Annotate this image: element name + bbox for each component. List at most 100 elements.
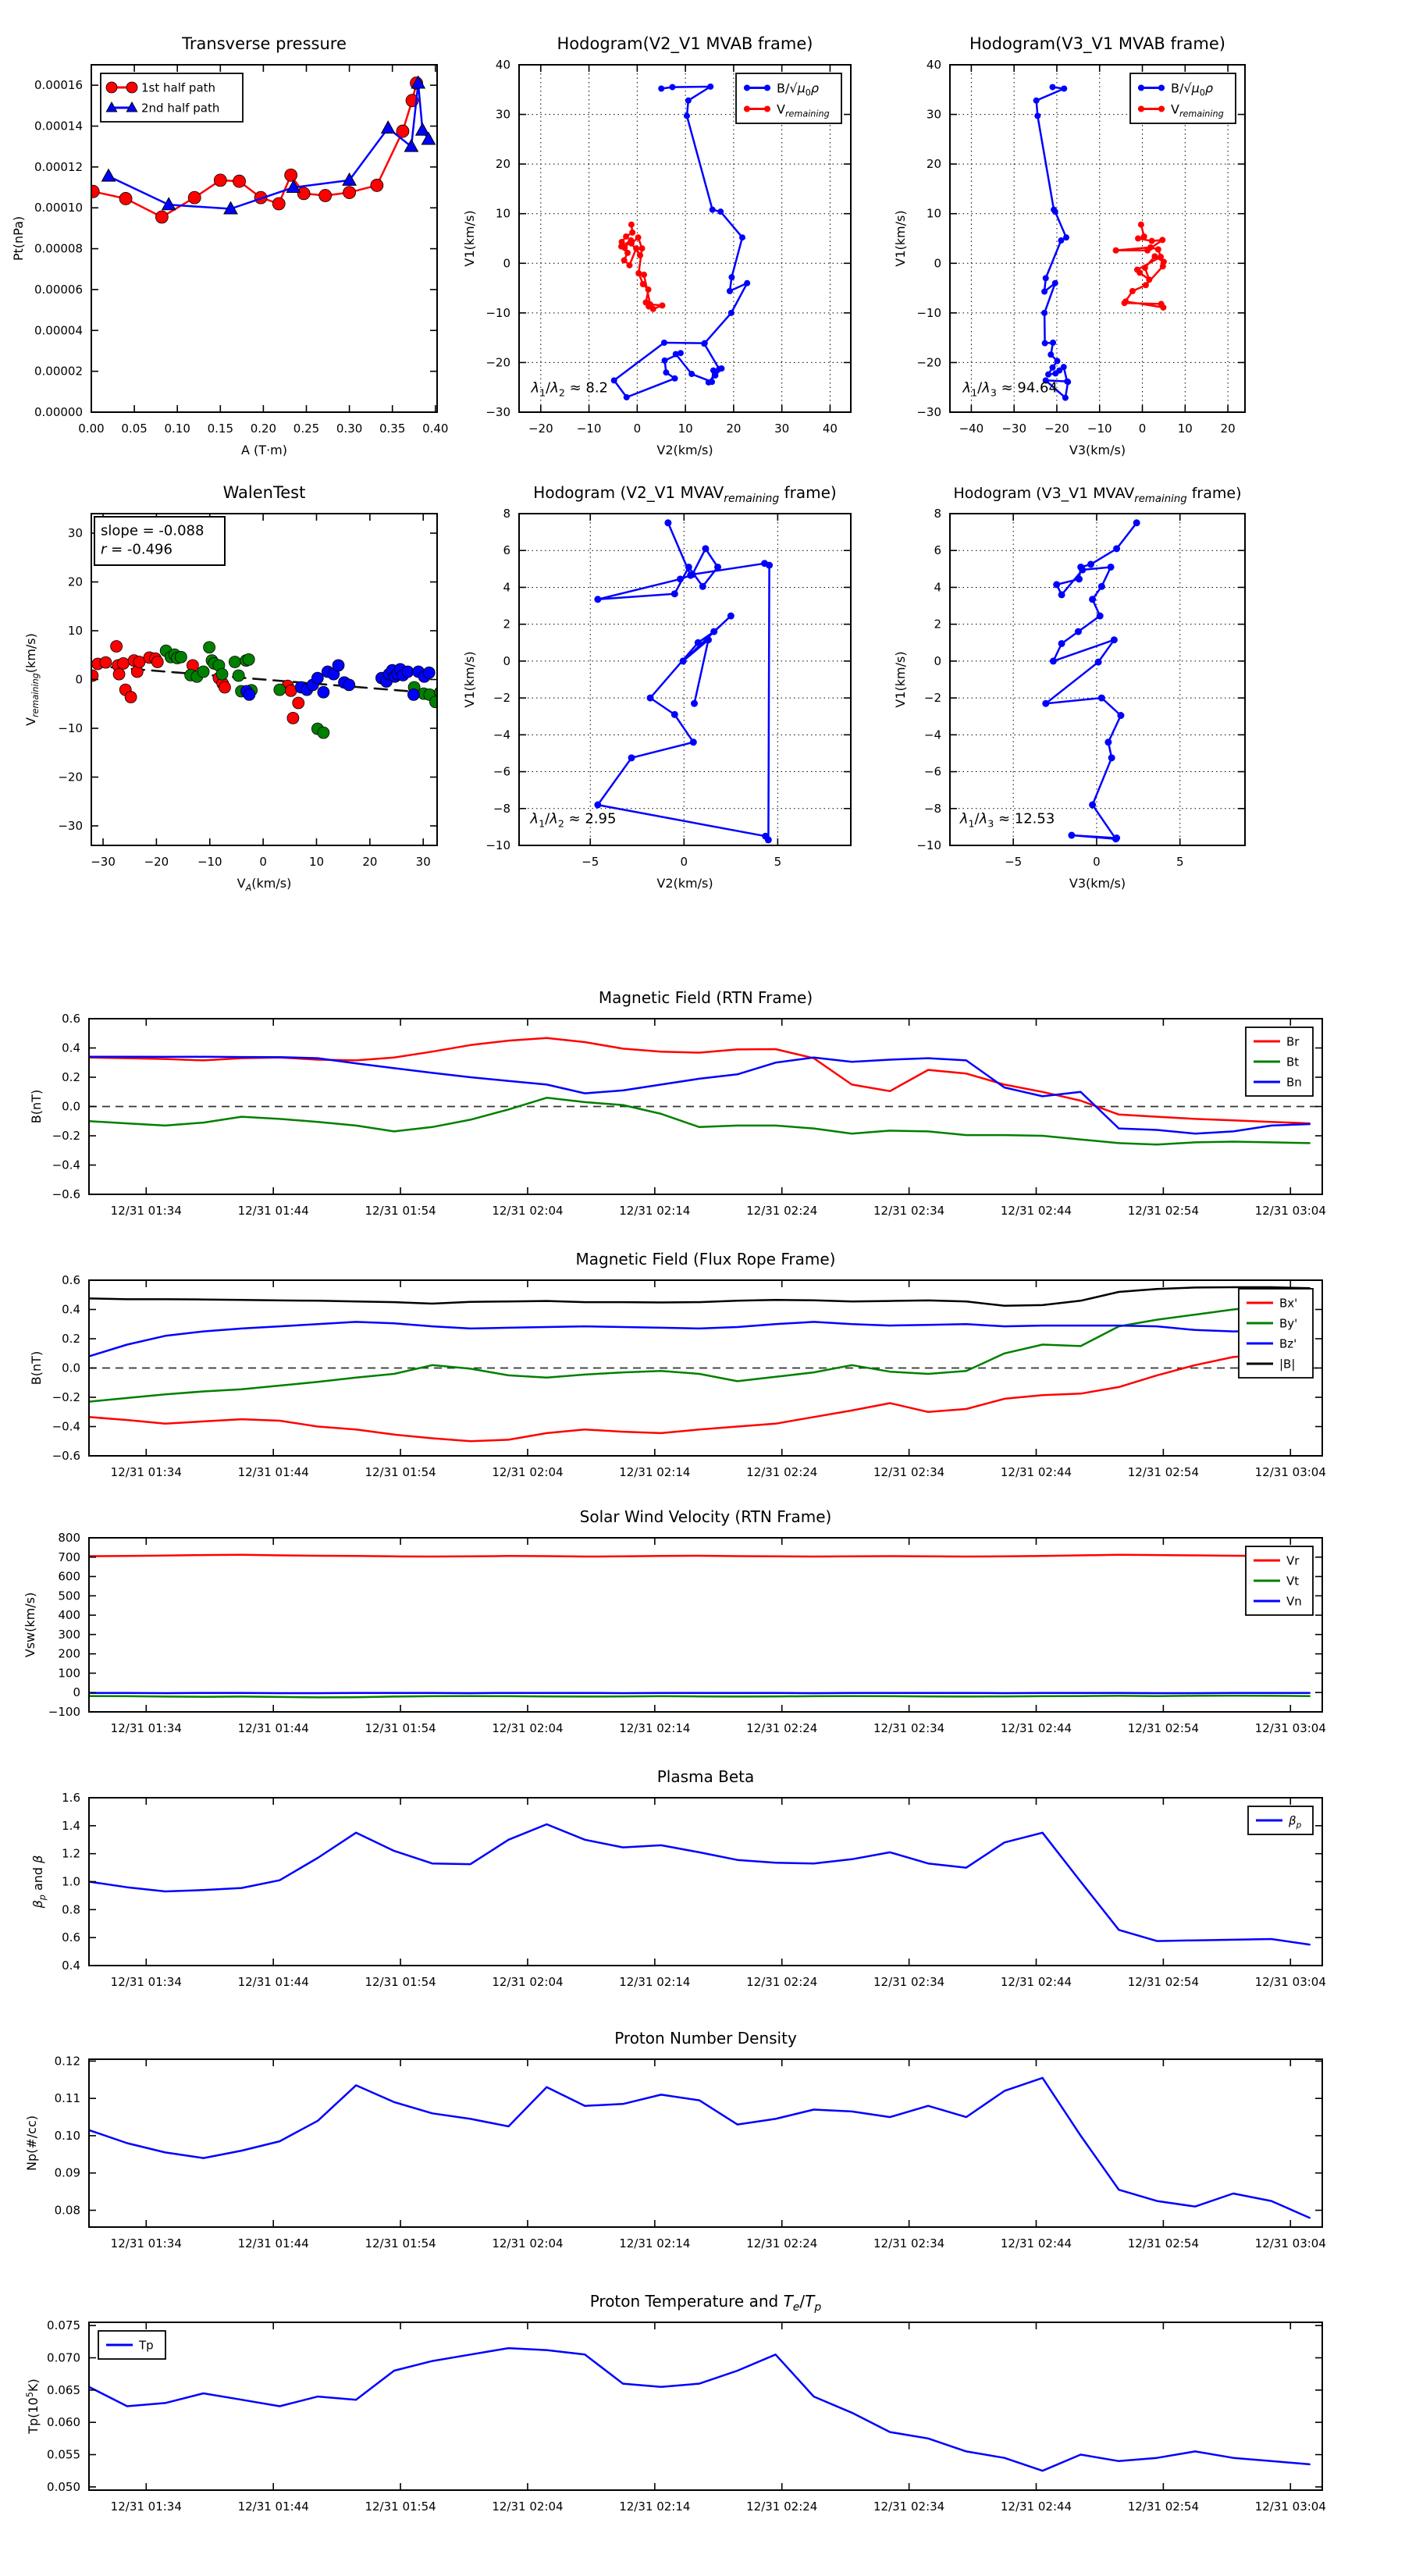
svg-text:12/31 01:44: 12/31 01:44 bbox=[238, 1465, 309, 1479]
svg-text:−40: −40 bbox=[959, 422, 984, 436]
series-Bt bbox=[89, 1097, 1311, 1146]
panel-solar-wind-velocity: 12/31 01:34 12/31 01:44 12/31 01:54 12/31 0… bbox=[0, 1487, 1405, 1745]
svg-text:12/31 02:24: 12/31 02:24 bbox=[746, 2236, 817, 2250]
ticks bbox=[89, 2059, 1322, 2227]
svg-text:0.10: 0.10 bbox=[55, 2129, 80, 2143]
svg-text:12/31 02:54: 12/31 02:54 bbox=[1128, 2236, 1199, 2250]
y-tick-labels: −100 0 100 200 300 400 500 600 700 800 bbox=[48, 1531, 80, 1719]
svg-text:0: 0 bbox=[73, 1685, 80, 1699]
svg-text:12/31 03:04: 12/31 03:04 bbox=[1255, 2500, 1326, 2514]
svg-text:−10: −10 bbox=[58, 721, 83, 735]
svg-text:0.12: 0.12 bbox=[55, 2054, 80, 2068]
legend-label: Bz' bbox=[1279, 1336, 1297, 1350]
svg-text:12/31 02:04: 12/31 02:04 bbox=[492, 1975, 563, 1989]
y-axis-label: B(nT) bbox=[29, 1351, 44, 1385]
legend-label: Bt bbox=[1286, 1055, 1299, 1069]
svg-text:0: 0 bbox=[634, 422, 642, 436]
svg-text:0.25: 0.25 bbox=[293, 422, 319, 436]
svg-text:0.00002: 0.00002 bbox=[34, 365, 83, 379]
legend-label: Vremaining bbox=[777, 101, 830, 119]
legend: B/√μ0ρ Vremaining bbox=[735, 73, 842, 124]
svg-text:0.35: 0.35 bbox=[379, 422, 405, 436]
svg-text:12/31 03:04: 12/31 03:04 bbox=[1255, 1721, 1326, 1735]
hodogram-v2v1-mvav-chart: −5 0 5 −10 −8 −6 −4 −2 0 2 4 6 8 Hodogram (V2_V1 MVAV… bbox=[462, 483, 852, 891]
svg-text:10: 10 bbox=[927, 207, 941, 221]
ticks bbox=[519, 513, 851, 846]
y-tick-labels: −0.6 −0.4 −0.2 0.0 0.2 0.4 0.6 bbox=[52, 1273, 80, 1463]
svg-text:20: 20 bbox=[68, 575, 83, 589]
svg-text:200: 200 bbox=[58, 1647, 80, 1661]
svg-text:12/31 01:44: 12/31 01:44 bbox=[238, 1975, 309, 1989]
svg-text:−20: −20 bbox=[144, 855, 169, 869]
svg-text:20: 20 bbox=[496, 157, 510, 171]
svg-text:40: 40 bbox=[823, 422, 838, 436]
x-axis-label: V3(km/s) bbox=[1069, 876, 1126, 891]
y-axis-label: Np(#/cc) bbox=[24, 2115, 39, 2171]
svg-text:−10: −10 bbox=[486, 838, 510, 852]
svg-text:12/31 02:44: 12/31 02:44 bbox=[1001, 1975, 1072, 1989]
legend: 1st half path 2nd half path bbox=[100, 73, 244, 123]
svg-text:10: 10 bbox=[678, 422, 693, 436]
y-tick-labels: −30 −20 −10 0 10 20 30 40 bbox=[916, 58, 941, 419]
svg-text:0.08: 0.08 bbox=[55, 2204, 80, 2218]
svg-text:12/31 02:54: 12/31 02:54 bbox=[1128, 1465, 1199, 1479]
x-tick-labels: 12/31 01:34 12/31 01:44 12/31 01:54 12/31 0… bbox=[111, 1204, 1326, 1218]
series-Vt bbox=[89, 1694, 1311, 1699]
grid bbox=[950, 513, 1245, 846]
series-Bz-prime bbox=[89, 1321, 1311, 1357]
svg-text:0.20: 0.20 bbox=[251, 422, 276, 436]
svg-text:12/31 02:14: 12/31 02:14 bbox=[619, 1204, 690, 1218]
panel-hodogram-v2v1-mvab: −20 −10 0 10 20 30 40 −30 −20 −10 0 10 20 30 40 Hodogra… bbox=[439, 12, 865, 461]
ticks bbox=[950, 513, 1245, 846]
legend-label: Vr bbox=[1286, 1553, 1300, 1567]
legend: Tp bbox=[98, 2330, 166, 2360]
svg-text:10: 10 bbox=[496, 207, 510, 221]
svg-text:0.00014: 0.00014 bbox=[34, 119, 83, 133]
y-axis-label: B(nT) bbox=[29, 1090, 44, 1123]
svg-text:0.065: 0.065 bbox=[47, 2383, 80, 2397]
svg-text:12/31 01:34: 12/31 01:34 bbox=[111, 2236, 182, 2250]
svg-text:12/31 01:54: 12/31 01:54 bbox=[365, 1721, 436, 1735]
svg-text:12/31 02:54: 12/31 02:54 bbox=[1128, 1721, 1199, 1735]
svg-text:30: 30 bbox=[496, 108, 510, 122]
svg-text:−30: −30 bbox=[1001, 422, 1026, 436]
x-tick-labels: 12/31 01:34 12/31 01:44 12/31 01:54 12/31 0… bbox=[111, 1721, 1326, 1735]
svg-text:−0.2: −0.2 bbox=[52, 1390, 80, 1404]
markers-v-remaining-hodogram bbox=[594, 519, 774, 844]
svg-text:0.2: 0.2 bbox=[62, 1070, 80, 1084]
markers-V-remaining bbox=[1112, 221, 1167, 311]
svg-text:4: 4 bbox=[934, 580, 941, 594]
panel-plasma-beta: 12/31 01:34 12/31 01:44 12/31 01:54 12/31 0… bbox=[0, 1747, 1405, 2005]
ticks bbox=[89, 1797, 1322, 1966]
x-tick-labels: 0.00 0.05 0.10 0.15 0.20 0.25 0.30 0.35 0.40 bbox=[78, 422, 448, 436]
axes-frame bbox=[88, 2322, 1323, 2491]
svg-text:−30: −30 bbox=[91, 855, 116, 869]
svg-text:12/31 02:44: 12/31 02:44 bbox=[1001, 2500, 1072, 2514]
svg-text:−30: −30 bbox=[58, 819, 83, 833]
svg-text:0: 0 bbox=[503, 256, 510, 270]
series-Vr bbox=[89, 1553, 1311, 1558]
svg-text:12/31 02:34: 12/31 02:34 bbox=[873, 2236, 944, 2250]
ticks bbox=[91, 514, 437, 845]
svg-text:40: 40 bbox=[927, 58, 941, 72]
svg-text:−2: −2 bbox=[924, 691, 941, 705]
svg-text:0: 0 bbox=[681, 855, 688, 869]
panel-hodogram-v3v1-mvav: −5 0 5 −10 −8 −6 −4 −2 0 2 4 6 8 Hodogram (V3_V1 MVAV… bbox=[868, 461, 1262, 898]
markers-first-third bbox=[91, 640, 305, 724]
svg-text:12/31 01:44: 12/31 01:44 bbox=[238, 1721, 309, 1735]
svg-text:0.060: 0.060 bbox=[47, 2415, 80, 2429]
svg-text:10: 10 bbox=[309, 855, 324, 869]
svg-text:12/31 01:34: 12/31 01:34 bbox=[111, 1465, 182, 1479]
svg-text:0.05: 0.05 bbox=[121, 422, 147, 436]
svg-text:10: 10 bbox=[1178, 422, 1193, 436]
svg-text:−5: −5 bbox=[582, 855, 599, 869]
y-axis-label: V1(km/s) bbox=[462, 210, 477, 266]
svg-text:500: 500 bbox=[58, 1589, 80, 1603]
svg-text:12/31 02:24: 12/31 02:24 bbox=[746, 1975, 817, 1989]
svg-text:5: 5 bbox=[774, 855, 782, 869]
svg-text:0.2: 0.2 bbox=[62, 1332, 80, 1346]
svg-text:0.4: 0.4 bbox=[62, 1959, 80, 1973]
svg-text:12/31 02:34: 12/31 02:34 bbox=[873, 1204, 944, 1218]
x-axis-label: V2(km/s) bbox=[656, 443, 713, 457]
